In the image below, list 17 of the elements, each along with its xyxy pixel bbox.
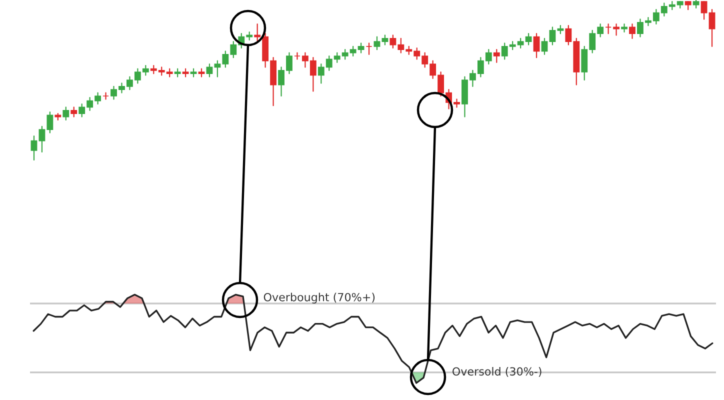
candlestick <box>629 23 636 39</box>
candlestick <box>70 106 78 118</box>
candlestick <box>533 33 540 58</box>
candlestick <box>708 9 716 47</box>
candlestick <box>541 38 548 55</box>
candlestick <box>30 135 38 161</box>
ref-line-label: Oversold (30%-) <box>452 367 542 377</box>
candlestick <box>102 92 109 100</box>
candlestick <box>366 42 372 55</box>
candlestick <box>62 106 70 121</box>
candlestick <box>700 1 708 20</box>
candlestick <box>605 23 612 34</box>
candlestick <box>493 49 500 63</box>
candlestick <box>382 34 388 46</box>
candlestick <box>294 52 300 60</box>
candlestick <box>374 36 380 50</box>
ref-line-label: Overbought (70%+) <box>264 292 375 304</box>
